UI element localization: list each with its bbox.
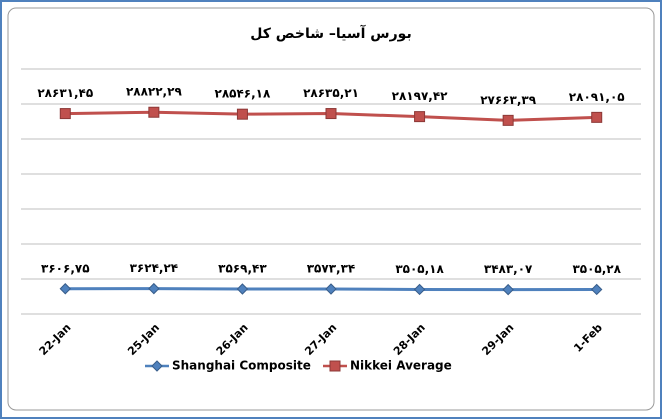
data-label: ۲۷۶۶۳,۳۹ [480,93,537,107]
data-label: ۲۸۵۴۶,۱۸ [215,87,272,101]
marker [236,283,249,295]
marker [413,283,426,296]
data-label: ۲۸۶۳۱,۴۵ [37,86,93,100]
legend-label: Shanghai Composite [172,359,311,373]
data-label: ۲۸۶۳۵,۲۱ [303,86,359,100]
chart-title: بورس آسیا– شاخص کل [250,24,411,42]
data-label: ۳۴۸۳,۰۷ [484,262,533,276]
data-label: ۲۸۱۹۷,۴۲ [392,89,449,103]
marker [591,111,603,123]
data-label: ۳۵۰۵,۲۸ [572,262,621,276]
marker [502,114,514,126]
marker [151,360,163,372]
marker [591,283,603,296]
marker [148,106,160,118]
data-label: ۲۸۰۹۱,۰۵ [569,90,625,104]
marker [148,282,160,295]
marker [59,108,71,120]
marker [502,283,514,296]
data-label: ۳۵۰۵,۱۸ [395,262,444,276]
data-label: ۳۵۶۹,۴۳ [218,262,267,276]
legend-label: Nikkei Average [350,359,452,373]
data-label: ۳۶۲۴,۲۴ [130,261,179,275]
data-label: ۳۵۷۳,۳۴ [307,261,356,275]
marker [329,360,341,372]
data-label: ۲۸۸۲۲,۲۹ [126,85,183,99]
data-label: ۳۶۰۶,۷۵ [41,261,90,275]
marker [414,111,426,123]
marker [236,108,248,120]
marker [59,283,71,295]
marker [325,283,337,295]
marker [325,108,337,120]
